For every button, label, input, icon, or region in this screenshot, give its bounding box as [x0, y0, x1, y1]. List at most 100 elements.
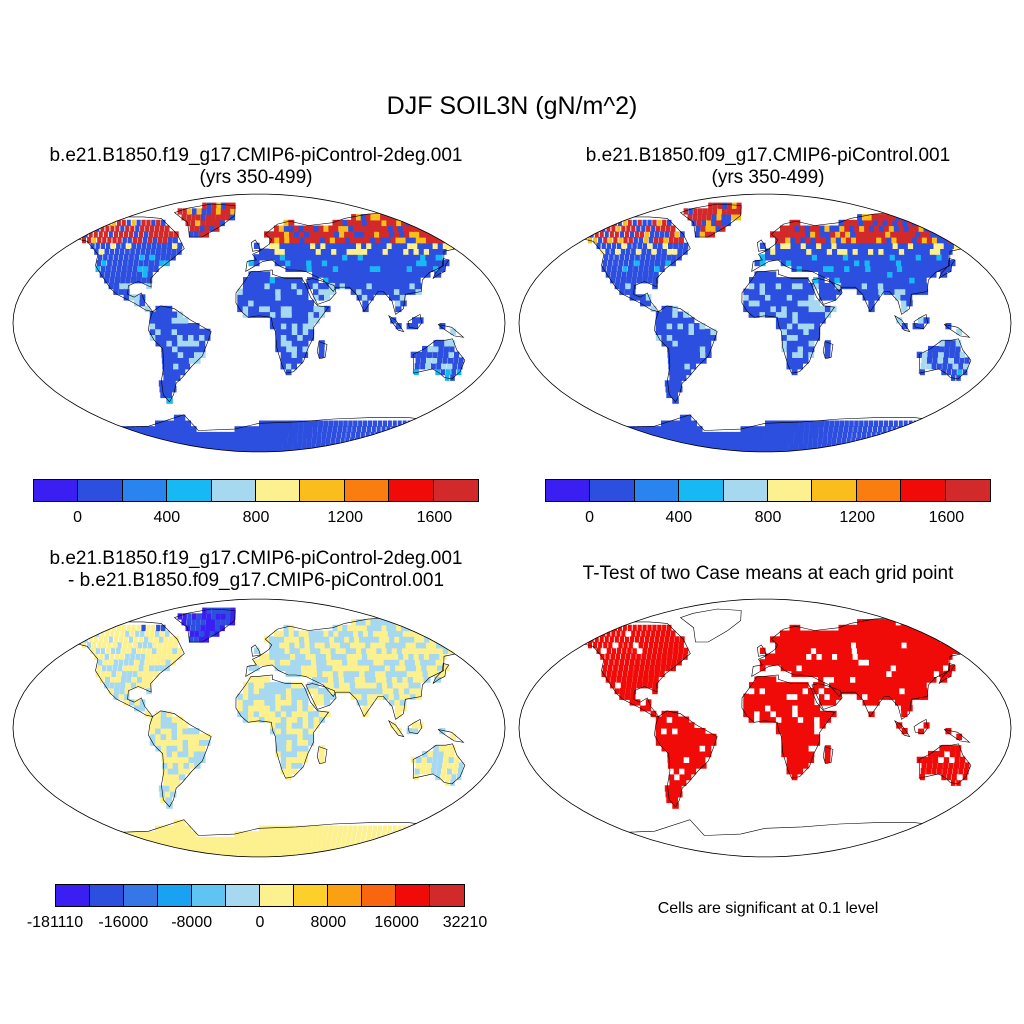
colorbar-case2: 0 400 800 1200 1600 — [545, 479, 991, 529]
panel1-title: b.e21.B1850.f19_g17.CMIP6-piControl-2deg… — [0, 145, 512, 189]
colorbar-difference-swatch — [225, 885, 260, 906]
colorbar-difference-tick-label: -8000 — [171, 914, 213, 931]
map-ttest-region-arabia — [813, 682, 842, 706]
panel4-title-line1: T-Test of two Case means at each grid po… — [582, 563, 954, 584]
map-difference-region-greenland — [177, 607, 236, 643]
map-case2-region-antarctica — [544, 414, 987, 452]
map-ttest-land-cells — [554, 619, 991, 809]
panel1-title-line2: (yrs 350-499) — [199, 167, 313, 188]
map-difference-globe-outline — [12, 598, 506, 858]
panel2-title: b.e21.B1850.f09_g17.CMIP6-piControl.001 … — [512, 145, 1024, 189]
colorbar-difference-tick-label: 16000 — [374, 914, 419, 931]
colorbar-difference-swatch — [259, 885, 294, 906]
figure-title: DJF SOIL3N (gN/m^2) — [386, 92, 638, 120]
colorbar-case2-swatch — [945, 480, 990, 501]
map-difference-region-madagascar — [318, 745, 325, 763]
panel3-title-line1: b.e21.B1850.f19_g17.CMIP6-piControl-2deg… — [49, 548, 463, 569]
map-panel-case1 — [12, 193, 506, 453]
map-case1-globe-outline — [12, 193, 506, 453]
map-ttest-region-uk — [759, 647, 766, 654]
map-case1-region-uk — [253, 242, 260, 249]
map-case1-region-northAmerica — [48, 219, 183, 313]
map-ttest-region-newGuinea — [945, 728, 963, 740]
map-ttest-region-australia — [916, 745, 970, 786]
map-case1-region-africa — [237, 271, 331, 376]
colorbar-case1-swatch — [255, 480, 301, 501]
map-difference-region-northAmerica — [48, 624, 183, 718]
colorbar-difference-swatch — [157, 885, 192, 906]
colorbar-case2-swatch — [812, 480, 857, 501]
map-ttest-globe-outline — [518, 598, 1012, 858]
map-case2-region-newGuinea — [945, 323, 963, 335]
map-case1-coastlines — [36, 203, 496, 452]
map-ttest-region-northAmerica — [554, 624, 689, 718]
colorbar-case2-swatch — [767, 480, 813, 501]
panel1-title-line1: b.e21.B1850.f19_g17.CMIP6-piControl-2deg… — [49, 145, 463, 166]
map-difference-region-australia — [410, 745, 464, 786]
colorbar-case1-swatch — [211, 480, 256, 501]
map-difference-region-uk — [253, 647, 260, 654]
colorbar-difference-swatch — [395, 885, 430, 906]
colorbar-difference-tick-label: 32210 — [442, 914, 488, 931]
map-case1-region-newGuinea — [439, 323, 457, 335]
map-ttest-region-southAmerica — [655, 710, 717, 809]
colorbar-case2-tick-label: 1200 — [839, 509, 875, 526]
map-ttest-region-africa — [743, 676, 837, 781]
map-case1-region-greenland — [177, 202, 236, 238]
map-difference-region-newGuinea — [439, 728, 457, 740]
colorbar-difference-boxes — [55, 884, 465, 907]
colorbar-case1-swatch — [433, 480, 478, 501]
map-panel-difference — [12, 598, 506, 858]
colorbar-difference-swatch — [89, 885, 124, 906]
panel4-title: T-Test of two Case means at each grid po… — [512, 563, 1024, 585]
colorbar-difference-tick-label: 8000 — [310, 914, 347, 931]
colorbar-case1-tick-label: 1600 — [416, 509, 453, 526]
colorbar-case2-tick-label: 800 — [754, 509, 782, 526]
map-case2-region-japan — [940, 259, 956, 278]
map-difference-region-japan — [434, 664, 450, 683]
colorbar-case2-swatch — [901, 480, 946, 501]
significance-note: Cells are significant at 0.1 level — [657, 900, 879, 917]
colorbar-case2-swatch — [679, 480, 724, 501]
colorbar-case2-swatch — [590, 480, 635, 501]
colorbar-difference-tick-label: -16000 — [98, 914, 149, 931]
colorbar-case1-tick-label: 400 — [153, 509, 181, 526]
map-panel-case2 — [518, 193, 1012, 453]
colorbar-case2-tick-label: 400 — [665, 509, 693, 526]
map-case1-region-madagascar — [318, 340, 325, 358]
colorbar-difference-swatch — [293, 885, 328, 906]
map-case2-region-southAmerica — [655, 305, 717, 404]
colorbar-difference-swatch — [429, 885, 464, 906]
colorbar-case1: 0 400 800 1200 1600 — [33, 479, 479, 529]
map-difference-region-arabia — [307, 682, 336, 706]
map-case1-region-japan — [434, 259, 450, 278]
colorbar-case1-swatch — [389, 480, 434, 501]
colorbar-case2-tick-label: 1600 — [928, 509, 965, 526]
colorbar-difference-swatch — [123, 885, 158, 906]
colorbar-case1-tick-label: 800 — [242, 509, 270, 526]
map-case2-globe-outline — [518, 193, 1012, 453]
map-ttest-region-eurasia — [754, 619, 991, 718]
map-case1-region-sumatra — [390, 317, 402, 330]
colorbar-case2-swatch — [546, 480, 591, 501]
map-difference-region-southAmerica — [149, 710, 211, 809]
colorbar-case2-tick-label: 0 — [585, 509, 595, 526]
colorbar-case2-swatch — [723, 480, 768, 501]
map-case1-region-antarctica — [38, 414, 481, 452]
colorbar-case1-boxes — [33, 479, 479, 502]
colorbar-case1-tick-label: 0 — [73, 509, 83, 526]
colorbar-difference-tick-label: 0 — [255, 914, 265, 931]
colorbar-difference-tick-label: -181110 — [26, 914, 84, 931]
colorbar-case1-swatch — [344, 480, 390, 501]
map-ttest-region-borneo — [912, 722, 930, 735]
map-difference-region-sumatra — [390, 722, 402, 735]
map-case2-region-arabia — [813, 277, 842, 301]
panel3-title-line2: - b.e21.B1850.f09_g17.CMIP6-piControl.00… — [67, 570, 445, 591]
colorbar-case2-boxes — [545, 479, 991, 502]
panel2-title-line2: (yrs 350-499) — [711, 167, 825, 188]
colorbar-case1-tick-label: 1200 — [327, 509, 363, 526]
colorbar-difference: -181110 -16000 -8000 0 8000 16000 32210 — [27, 884, 487, 934]
map-case1-region-borneo — [406, 317, 424, 330]
map-case2-region-uk — [759, 242, 766, 249]
map-difference-region-antarctica — [38, 819, 481, 857]
